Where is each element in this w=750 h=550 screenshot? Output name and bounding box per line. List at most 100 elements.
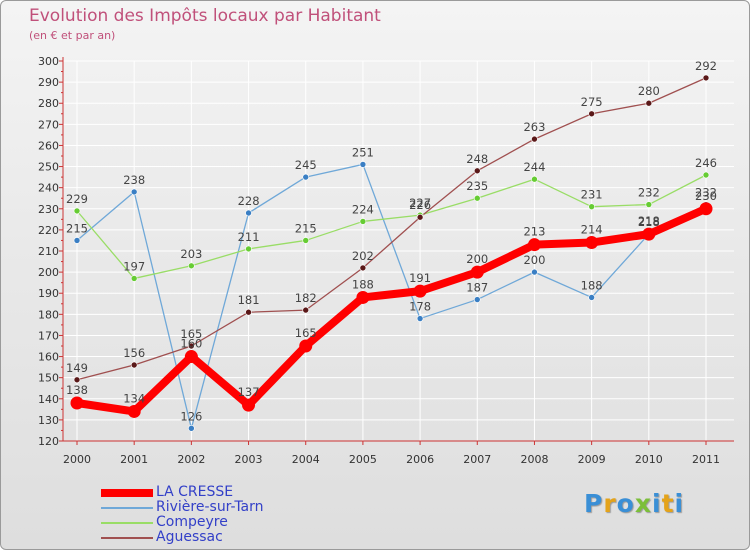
data-label-riviere-sur-tarn: 178 bbox=[409, 300, 431, 314]
data-label-la-cresse: 218 bbox=[638, 214, 660, 228]
data-point-aguessac bbox=[702, 74, 710, 82]
data-label-aguessac: 149 bbox=[66, 361, 88, 375]
data-label-la-cresse: 134 bbox=[123, 391, 145, 405]
data-point-riviere-sur-tarn bbox=[73, 237, 81, 244]
data-point-aguessac bbox=[531, 135, 538, 143]
series-line-aguessac bbox=[76, 77, 707, 381]
data-label-riviere-sur-tarn: 245 bbox=[295, 158, 317, 172]
data-point-compeyre bbox=[359, 218, 367, 225]
data-point-la-cresse bbox=[470, 265, 484, 279]
data-label-aguessac: 165 bbox=[180, 327, 202, 341]
data-label-aguessac: 156 bbox=[123, 346, 145, 360]
y-tick-label: 190 bbox=[38, 287, 59, 300]
data-label-riviere-sur-tarn: 215 bbox=[66, 221, 88, 235]
data-point-la-cresse bbox=[527, 238, 541, 252]
data-label-riviere-sur-tarn: 232 bbox=[695, 186, 717, 200]
data-point-la-cresse bbox=[413, 284, 427, 298]
y-tick-label: 290 bbox=[38, 76, 59, 89]
legend-label: LA CRESSE bbox=[156, 484, 234, 500]
data-point-la-cresse bbox=[585, 236, 599, 250]
y-tick-label: 140 bbox=[38, 393, 59, 406]
data-point-compeyre bbox=[531, 175, 538, 183]
legend-swatch bbox=[101, 537, 153, 539]
y-tick-label: 250 bbox=[38, 161, 59, 174]
legend-label: Rivière-sur-Tarn bbox=[156, 499, 264, 515]
x-tick-label: 2008 bbox=[520, 453, 548, 466]
data-point-la-cresse bbox=[642, 227, 656, 241]
legend-label: Aguessac bbox=[156, 529, 223, 545]
data-point-aguessac bbox=[645, 99, 653, 107]
data-label-compeyre: 197 bbox=[123, 259, 145, 273]
data-label-compeyre: 203 bbox=[180, 247, 202, 261]
logo-letter: x bbox=[634, 489, 652, 518]
data-label-la-cresse: 200 bbox=[466, 252, 488, 266]
data-label-aguessac: 182 bbox=[295, 291, 317, 305]
data-label-aguessac: 202 bbox=[352, 249, 374, 263]
data-point-riviere-sur-tarn bbox=[416, 315, 424, 322]
data-label-compeyre: 215 bbox=[295, 221, 317, 235]
data-label-compeyre: 227 bbox=[409, 196, 431, 210]
data-label-compeyre: 211 bbox=[238, 230, 260, 244]
data-point-riviere-sur-tarn bbox=[531, 268, 538, 276]
data-label-compeyre: 231 bbox=[581, 188, 603, 202]
data-point-la-cresse bbox=[184, 350, 198, 364]
data-point-la-cresse bbox=[127, 404, 141, 418]
data-point-compeyre bbox=[588, 203, 595, 210]
data-point-aguessac bbox=[188, 342, 195, 350]
proxiti-logo: Proxiti bbox=[584, 489, 684, 518]
gridlines bbox=[63, 60, 734, 442]
data-label-la-cresse: 188 bbox=[352, 277, 374, 291]
data-label-aguessac: 226 bbox=[409, 198, 431, 212]
y-tick-label: 120 bbox=[38, 435, 59, 448]
x-tick-label: 2011 bbox=[692, 453, 720, 466]
y-tick-label: 220 bbox=[38, 224, 59, 237]
data-label-riviere-sur-tarn: 218 bbox=[638, 215, 660, 229]
y-axis-ticks: 120 130 140 150 160 170 180 190 200 210 220 230 240 2… bbox=[38, 55, 59, 448]
data-point-compeyre bbox=[245, 245, 252, 253]
y-tick-label: 260 bbox=[38, 139, 59, 152]
data-point-compeyre bbox=[73, 207, 81, 215]
data-label-riviere-sur-tarn: 228 bbox=[238, 194, 260, 208]
data-label-la-cresse: 191 bbox=[409, 271, 431, 285]
data-label-compeyre: 246 bbox=[695, 156, 717, 170]
data-point-riviere-sur-tarn bbox=[473, 296, 481, 303]
data-label-riviere-sur-tarn: 187 bbox=[466, 281, 488, 295]
data-point-riviere-sur-tarn bbox=[188, 425, 195, 432]
data-point-aguessac bbox=[588, 110, 595, 118]
data-point-la-cresse bbox=[356, 290, 370, 304]
data-point-la-cresse bbox=[70, 396, 84, 410]
series-lines bbox=[73, 77, 710, 429]
data-point-riviere-sur-tarn bbox=[302, 173, 310, 181]
data-label-riviere-sur-tarn: 188 bbox=[581, 278, 603, 292]
y-tick-label: 200 bbox=[38, 266, 59, 279]
data-point-aguessac bbox=[473, 167, 481, 175]
data-point-compeyre bbox=[645, 201, 653, 208]
legend-swatch bbox=[101, 507, 153, 509]
series-line-la-cresse bbox=[73, 204, 710, 416]
data-label-compeyre: 232 bbox=[638, 186, 660, 200]
series-points bbox=[70, 74, 713, 432]
data-label-compeyre: 244 bbox=[523, 160, 545, 174]
y-tick-label: 170 bbox=[38, 329, 59, 342]
y-tick-label: 230 bbox=[38, 203, 59, 216]
y-tick-label: 270 bbox=[38, 118, 59, 131]
data-label-riviere-sur-tarn: 126 bbox=[180, 409, 202, 423]
chart-subtitle: (en € et par an) bbox=[29, 29, 116, 42]
data-label-aguessac: 181 bbox=[238, 293, 260, 307]
data-label-la-cresse: 137 bbox=[238, 385, 260, 399]
data-point-aguessac bbox=[359, 264, 367, 272]
x-tick-label: 2002 bbox=[177, 453, 205, 466]
x-tick-label: 2003 bbox=[235, 453, 263, 466]
data-label-la-cresse: 165 bbox=[295, 326, 317, 340]
data-label-compeyre: 235 bbox=[466, 179, 488, 193]
y-tick-label: 210 bbox=[38, 245, 59, 258]
x-tick-label: 2007 bbox=[463, 453, 491, 466]
data-point-la-cresse bbox=[699, 202, 713, 216]
x-tick-label: 2009 bbox=[578, 453, 606, 466]
x-axis-ticks: 2000 2001 2002 2003 2004 2005 2006 2007 2008 2009… bbox=[63, 453, 720, 466]
y-tick-label: 130 bbox=[38, 414, 59, 427]
series-line-riviere-sur-tarn bbox=[76, 163, 707, 429]
data-point-la-cresse bbox=[242, 398, 256, 412]
